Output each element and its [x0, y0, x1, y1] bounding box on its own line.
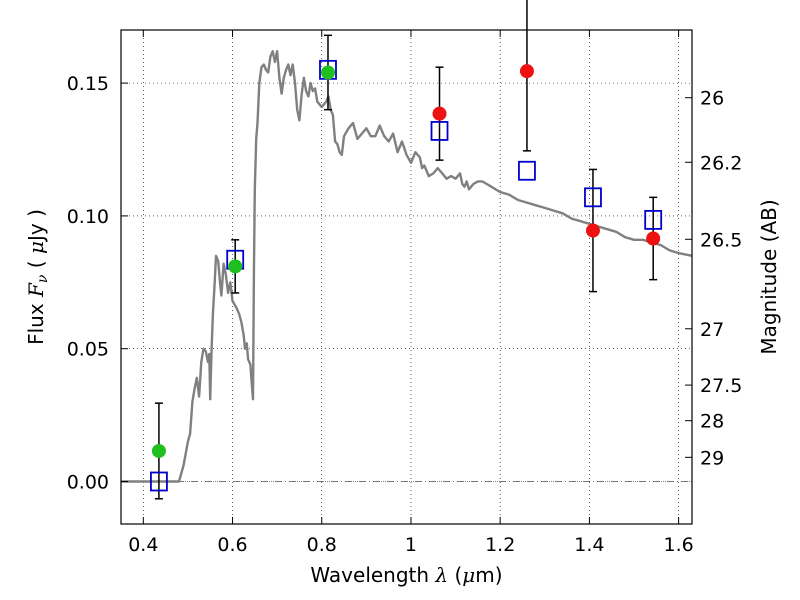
- y2-tick-label: 26: [700, 88, 724, 110]
- y2-axis-label: Magnitude (AB): [757, 199, 781, 354]
- x-tick-label: 0.6: [217, 534, 247, 556]
- data-point-circle: [228, 259, 243, 274]
- data-markers: [150, 59, 663, 492]
- data-point-circle: [320, 65, 335, 80]
- y-axis-label: Flux Fν ( μJy ): [24, 209, 51, 345]
- x-tick-label: 1.2: [485, 534, 515, 556]
- x-tick-label: 1.4: [574, 534, 604, 556]
- x-tick-label: 1.6: [664, 534, 694, 556]
- x-tick-label: 0.8: [307, 534, 337, 556]
- y2-tick-label: 28: [700, 411, 724, 433]
- y2-tick-label: 26.5: [700, 229, 742, 251]
- y2-tick-label: 27: [700, 319, 724, 341]
- y-tick-label: 0.10: [67, 206, 109, 228]
- y2-tick-label: 29: [700, 447, 724, 469]
- x-axis-label: Wavelength λ (μm): [310, 563, 502, 587]
- data-point-square: [518, 160, 536, 181]
- data-point-circle: [585, 223, 600, 238]
- grid: [121, 30, 692, 524]
- data-point-square: [644, 209, 663, 230]
- y2-tick-label: 27.5: [700, 375, 742, 397]
- data-point-square: [430, 121, 449, 141]
- x-tick-label: 0.4: [128, 534, 158, 556]
- y-tick-label: 0.00: [67, 472, 109, 494]
- x-tick-label: 1: [405, 534, 417, 556]
- plot-frame: [120, 29, 693, 525]
- data-point-square: [584, 187, 602, 208]
- error-bars: [154, 0, 658, 500]
- data-point-circle: [519, 64, 534, 79]
- model-spectrum-line: [121, 50, 693, 483]
- data-point-circle: [646, 231, 661, 246]
- model-spectrum-layer: [121, 50, 693, 483]
- data-point-square: [150, 471, 168, 492]
- y-tick-label: 0.05: [67, 339, 109, 361]
- axis-ticks: 0.4 0.6 0.8 1 1.2 1.4 1.6 0.00 0.05 0.10 0.15 26 26.…: [67, 30, 742, 556]
- y-tick-label: 0.15: [67, 73, 109, 95]
- data-point-circle: [151, 443, 166, 458]
- y2-tick-label: 26.2: [700, 152, 742, 174]
- data-point-circle: [432, 106, 447, 121]
